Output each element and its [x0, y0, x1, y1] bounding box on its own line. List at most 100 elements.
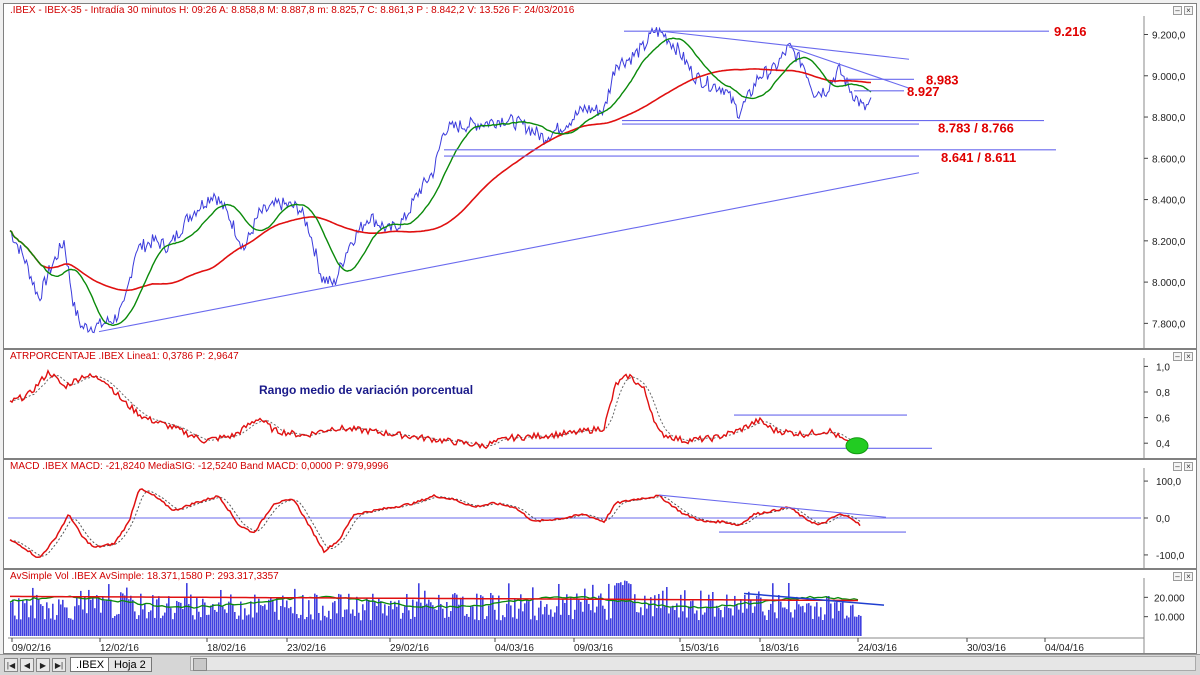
volume-bar [774, 612, 776, 636]
price-pane[interactable]: .IBEX - IBEX-35 - Intradía 30 minutos H:… [3, 3, 1197, 349]
volume-bar [778, 595, 780, 636]
volume-bar [342, 616, 344, 636]
volume-bar [88, 589, 90, 636]
last-sheet-button[interactable]: ▶| [52, 658, 66, 672]
volume-bar [28, 617, 30, 636]
volume-bar [294, 588, 296, 636]
close-pane-button[interactable]: × [1184, 352, 1193, 361]
volume-bar [22, 600, 24, 636]
close-pane-button[interactable]: × [1184, 6, 1193, 15]
tab-hoja-2[interactable]: Hoja 2 [108, 657, 152, 672]
volume-bar [604, 608, 606, 636]
volume-bar [320, 620, 322, 636]
volume-bar [170, 608, 172, 636]
tab-ibex[interactable]: .IBEX [70, 657, 111, 672]
volume-bar [544, 606, 546, 636]
minimize-pane-button[interactable]: ‒ [1173, 352, 1182, 361]
atr-highlight-marker [845, 437, 869, 455]
volume-bar [724, 606, 726, 636]
volume-bar [484, 619, 486, 636]
volume-bar [290, 606, 292, 636]
volume-bar [412, 599, 414, 636]
volume-bar [214, 609, 216, 636]
atr-signal-line [9, 375, 863, 447]
volume-bar [416, 601, 418, 636]
volume-bar [328, 610, 330, 636]
volume-bar [306, 617, 308, 636]
volume-bar [572, 619, 574, 636]
descending-trendline-upper [653, 29, 910, 60]
volume-bar [776, 618, 778, 636]
volume-bar [478, 620, 480, 636]
volume-bar [446, 602, 448, 636]
volume-bar [68, 617, 70, 636]
fast-ma-line [9, 37, 872, 327]
volume-bar [752, 612, 754, 636]
volume-bar [692, 600, 694, 636]
macd-pane[interactable]: MACD .IBEX MACD: -21,8240 MediaSIG: -12,… [3, 459, 1197, 569]
volume-bar [526, 599, 528, 636]
volume-bar [700, 590, 702, 636]
close-pane-button[interactable]: × [1184, 462, 1193, 471]
volume-bar [696, 610, 698, 636]
volume-bar [98, 597, 100, 636]
volume-bar [380, 601, 382, 636]
volume-bar [754, 606, 756, 636]
volume-bar [414, 616, 416, 636]
volume-bar [176, 600, 178, 636]
volume-bar [204, 602, 206, 636]
volume-bar [644, 595, 646, 636]
minimize-pane-button[interactable]: ‒ [1173, 572, 1182, 581]
volume-bar [16, 619, 18, 636]
close-pane-button[interactable]: × [1184, 572, 1193, 581]
volume-bar [476, 593, 478, 636]
volume-bar [56, 615, 58, 636]
x-tick-label: 09/03/16 [574, 643, 613, 653]
volume-bar [210, 605, 212, 636]
volume-bar [260, 605, 262, 636]
volume-bar [820, 607, 822, 636]
volume-bar [422, 605, 424, 636]
volume-bar [188, 604, 190, 636]
y-tick-label: 20.000 [1154, 593, 1185, 604]
horizontal-scrollbar[interactable] [190, 656, 1196, 671]
volume-bar [664, 606, 666, 636]
volume-bar [434, 609, 436, 636]
volume-bar [402, 612, 404, 636]
volume-bar [392, 609, 394, 636]
atr-pane[interactable]: ATRPORCENTAJE .IBEX Linea1: 0,3786 P: 2,… [3, 349, 1197, 459]
volume-bar [738, 609, 740, 636]
volume-pane[interactable]: AvSimple Vol .IBEX AvSimple: 18.371,1580… [3, 569, 1197, 654]
volume-bar [420, 602, 422, 636]
volume-bar [310, 614, 312, 636]
volume-bar [638, 612, 640, 636]
volume-bar [464, 615, 466, 636]
volume-bar [246, 615, 248, 636]
volume-bar [740, 599, 742, 636]
minimize-pane-button[interactable]: ‒ [1173, 6, 1182, 15]
volume-bar [272, 599, 274, 636]
volume-bar [418, 583, 420, 636]
next-sheet-button[interactable]: ▶ [36, 658, 50, 672]
scrollbar-thumb[interactable] [193, 658, 207, 671]
volume-bar [426, 603, 428, 636]
volume-bar [164, 612, 166, 636]
volume-bar [720, 610, 722, 636]
macd-line [9, 488, 861, 559]
minimize-pane-button[interactable]: ‒ [1173, 462, 1182, 471]
volume-bar [252, 617, 254, 636]
prev-sheet-button[interactable]: ◀ [20, 658, 34, 672]
first-sheet-button[interactable]: |◀ [4, 658, 18, 672]
volume-bar [408, 610, 410, 636]
volume-bar [788, 582, 790, 636]
volume-bar [152, 595, 154, 636]
volume-bar [512, 617, 514, 636]
volume-bar [410, 618, 412, 636]
volume-bar [742, 612, 744, 636]
volume-bar [142, 609, 144, 636]
level-label: 9.216 [1054, 24, 1087, 39]
x-tick-label: 18/03/16 [760, 643, 799, 653]
volume-bar [352, 609, 354, 636]
volume-bar [270, 598, 272, 636]
volume-bar [492, 595, 494, 636]
